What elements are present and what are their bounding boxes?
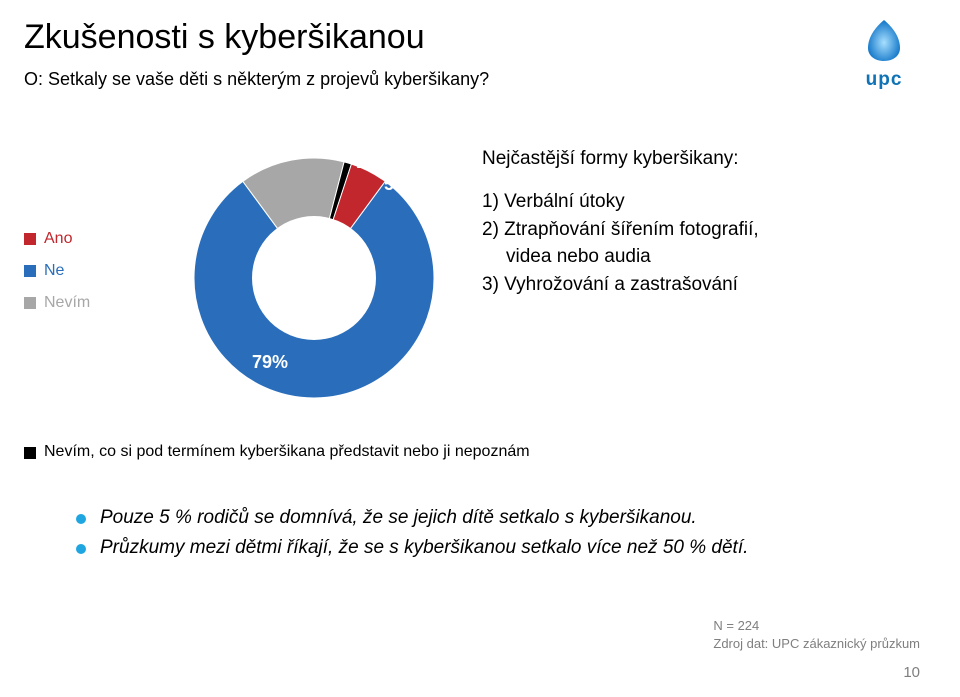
legend-swatch	[24, 233, 36, 245]
legend-item: Nevím	[24, 294, 154, 312]
donut-slice-label: 5%	[384, 174, 410, 194]
page-subtitle: O: Setkaly se vaše děti s některým z pro…	[24, 69, 920, 90]
donut-chart: 79% 14% 1%5%	[154, 138, 474, 433]
legend-long-label: Nevím, co si pod termínem kyberšikana př…	[44, 443, 530, 461]
bullet-dot-icon	[76, 514, 86, 524]
donut-hole	[252, 216, 376, 340]
brand-wordmark: upc	[848, 69, 920, 91]
legend-label: Nevím	[44, 294, 90, 312]
brand-logo: upc	[848, 18, 920, 91]
donut-slice-label: 79%	[252, 352, 288, 372]
bullet-dot-icon	[76, 544, 86, 554]
bullet-text: Průzkumy mezi dětmi říkají, že se s kybe…	[100, 537, 748, 559]
forms-item: 1) Verbální útoky	[482, 188, 920, 216]
legend: Ano Ne Nevím	[24, 138, 154, 326]
sample-size: N = 224	[713, 617, 920, 635]
forms-panel: Nejčastější formy kyberšikany: 1) Verbál…	[474, 138, 920, 298]
bullet-list: Pouze 5 % rodičů se domnívá, že se jejic…	[76, 507, 920, 559]
legend-label: Ano	[44, 230, 72, 248]
bullet-item: Průzkumy mezi dětmi říkají, že se s kybe…	[76, 537, 920, 559]
legend-item: Ano	[24, 230, 154, 248]
page-number: 10	[903, 664, 920, 681]
legend-swatch	[24, 297, 36, 309]
legend-label: Ne	[44, 262, 64, 280]
legend-long-item: Nevím, co si pod termínem kyberšikana př…	[24, 443, 920, 461]
bullet-text: Pouze 5 % rodičů se domnívá, že se jejic…	[100, 507, 697, 529]
forms-item: 2) Ztrapňování šířením fotografií,videa …	[482, 216, 920, 271]
legend-swatch	[24, 265, 36, 277]
legend-item: Ne	[24, 262, 154, 280]
forms-heading: Nejčastější formy kyberšikany:	[482, 148, 920, 170]
bullet-item: Pouze 5 % rodičů se domnívá, že se jejic…	[76, 507, 920, 529]
page-title: Zkušenosti s kyberšikanou	[24, 18, 920, 57]
footer-note: N = 224 Zdroj dat: UPC zákaznický průzku…	[713, 617, 920, 653]
donut-slice-label: 1%	[356, 152, 382, 172]
donut-slice-label: 14%	[299, 142, 335, 162]
forms-item: 3) Vyhrožování a zastrašování	[482, 271, 920, 299]
data-source: Zdroj dat: UPC zákaznický průzkum	[713, 635, 920, 653]
